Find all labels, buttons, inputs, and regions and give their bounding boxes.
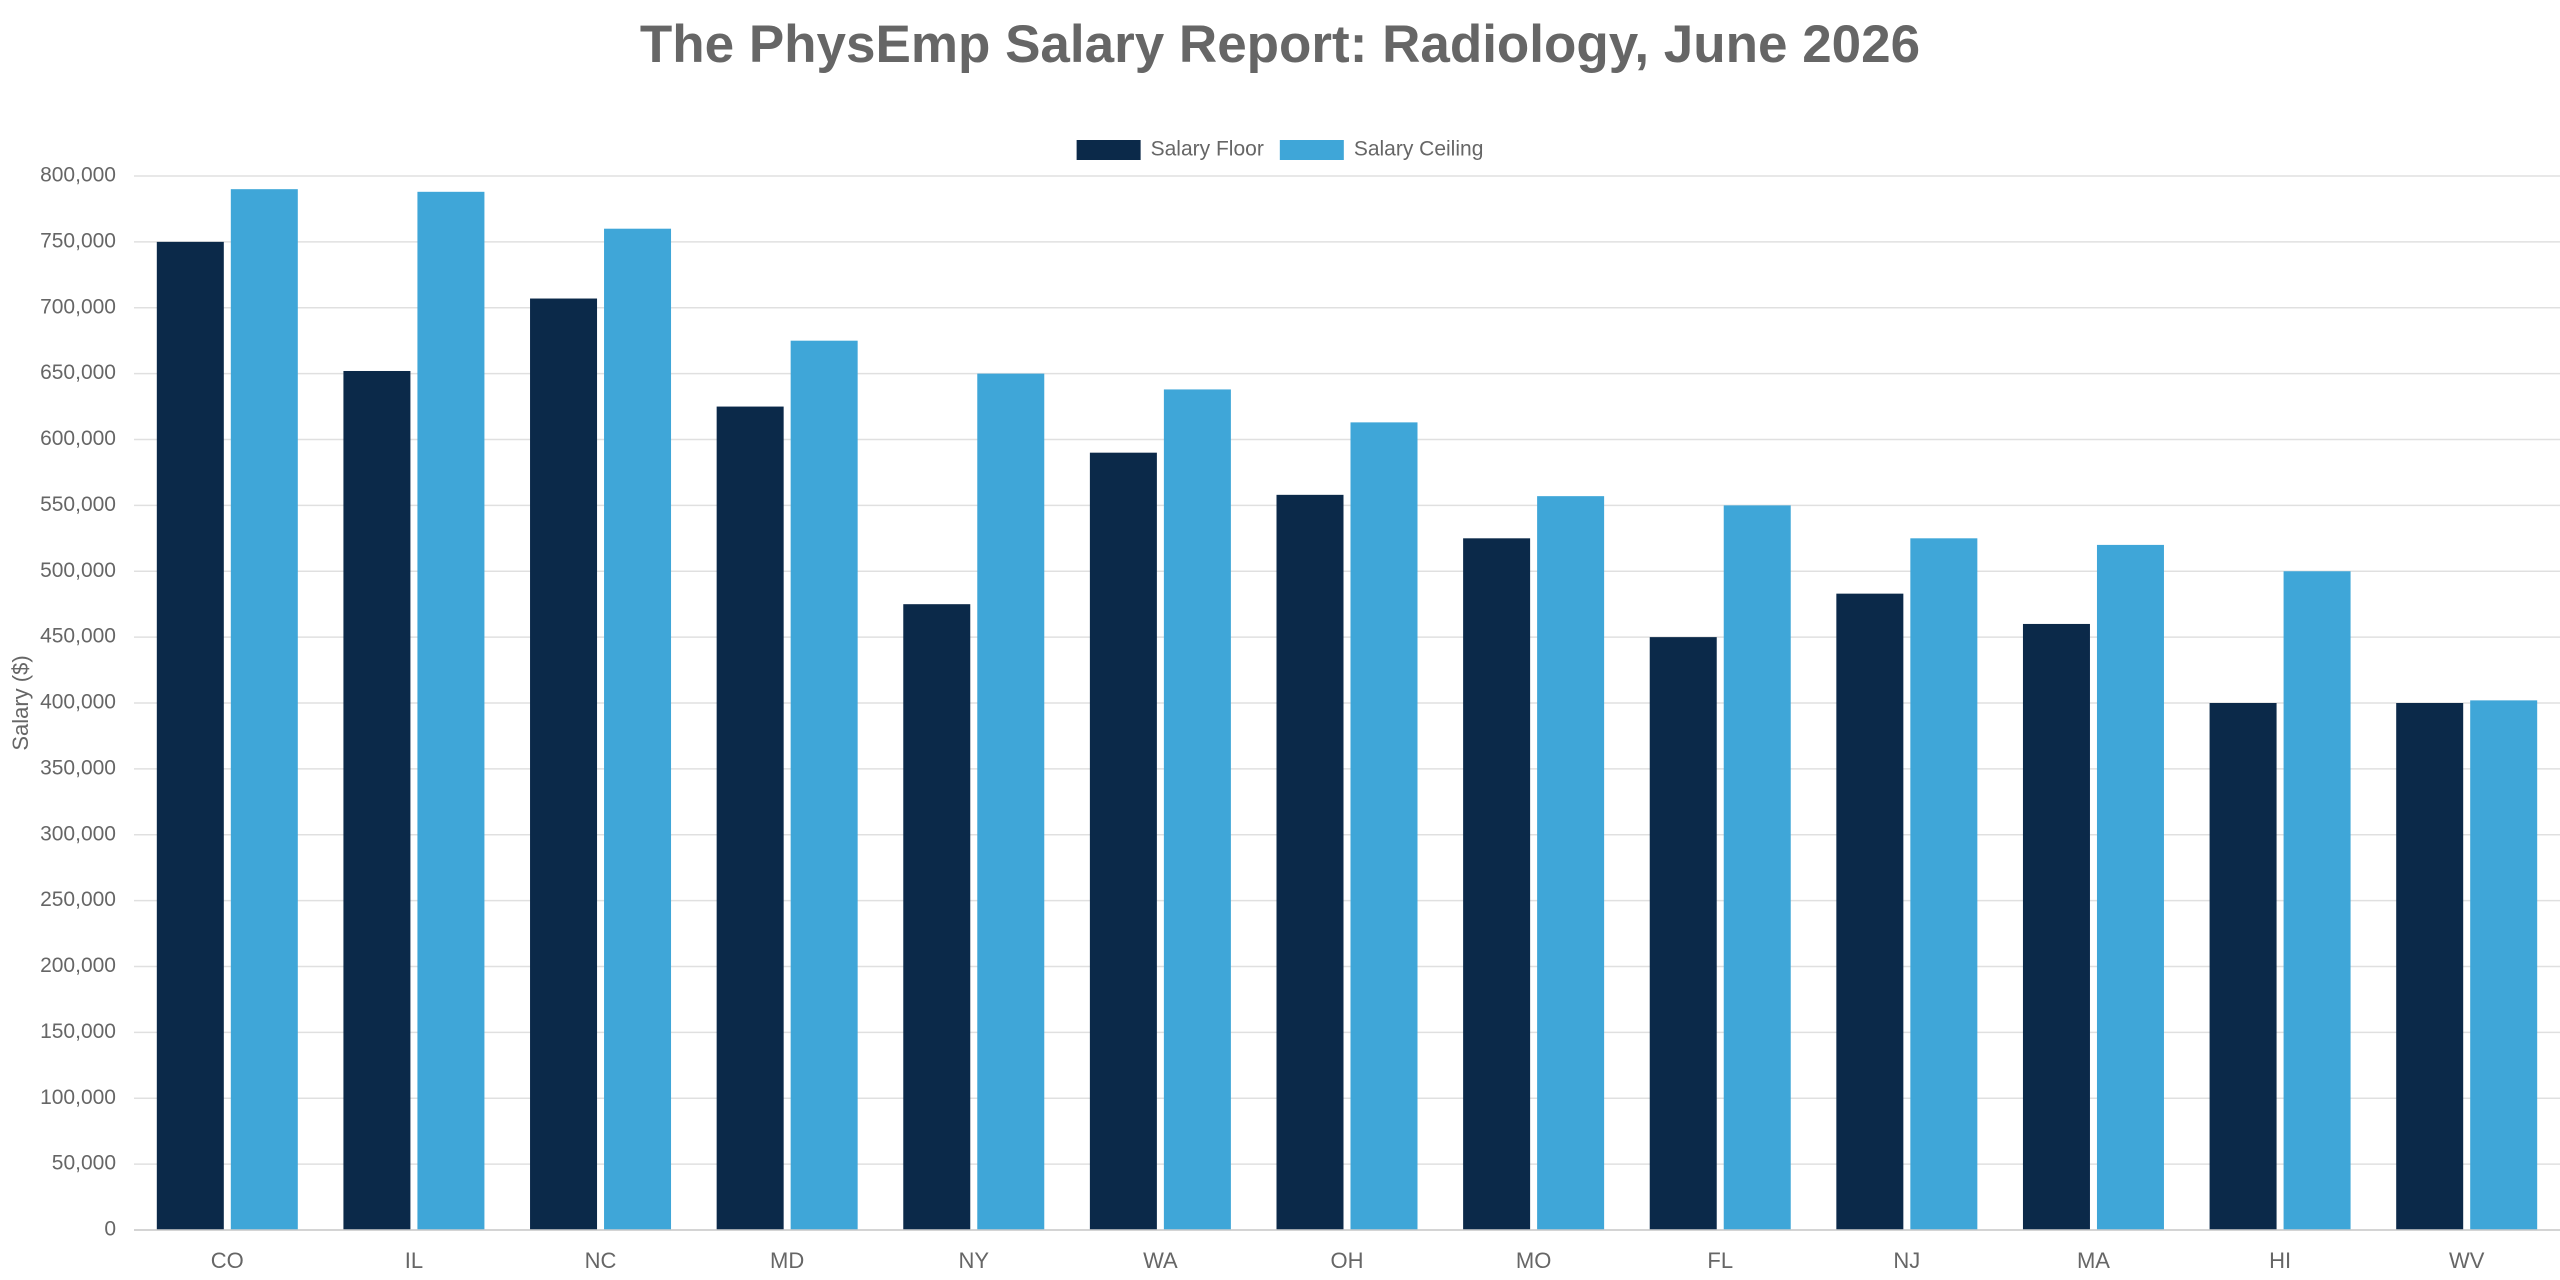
bar — [977, 373, 1045, 1230]
legend-label: Salary Ceiling — [1354, 138, 1484, 161]
x-tick-label: FL — [1707, 1248, 1733, 1273]
y-tick-label: 400,000 — [40, 691, 116, 714]
y-tick-label: 100,000 — [40, 1086, 116, 1109]
y-tick-label: 650,000 — [40, 361, 116, 384]
y-tick-label: 350,000 — [40, 756, 116, 779]
y-tick-label: 50,000 — [52, 1152, 116, 1175]
x-tick-label: MO — [1516, 1248, 1551, 1273]
chart-title: The PhysEmp Salary Report: Radiology, Ju… — [640, 15, 1920, 74]
legend-label: Salary Floor — [1151, 138, 1264, 161]
bar — [1276, 494, 1344, 1231]
x-tick-label: CO — [211, 1248, 244, 1273]
bar — [1350, 422, 1418, 1230]
x-tick-label: WA — [1143, 1248, 1178, 1273]
bar — [230, 189, 298, 1230]
bar — [156, 241, 224, 1230]
bar — [1537, 496, 1605, 1231]
y-tick-label: 0 — [104, 1218, 116, 1241]
bar — [2470, 700, 2538, 1230]
y-tick-label: 800,000 — [40, 164, 116, 187]
y-tick-label: 250,000 — [40, 888, 116, 911]
bar — [716, 406, 784, 1230]
bar — [1649, 637, 1717, 1230]
y-tick-label: 750,000 — [40, 229, 116, 252]
y-tick-label: 500,000 — [40, 559, 116, 582]
bar — [2096, 544, 2164, 1230]
x-tick-label: NC — [585, 1248, 617, 1273]
bar — [2209, 703, 2277, 1230]
x-tick-label: HI — [2269, 1248, 2291, 1273]
bar — [1910, 538, 1978, 1230]
bar — [2396, 703, 2464, 1230]
y-tick-label: 150,000 — [40, 1020, 116, 1043]
bar — [1089, 452, 1157, 1230]
bar — [604, 228, 672, 1230]
legend-swatch — [1076, 140, 1141, 160]
y-axis-label: Salary ($) — [8, 655, 33, 750]
bar — [790, 340, 858, 1230]
x-tick-label: NY — [958, 1248, 989, 1273]
y-tick-label: 300,000 — [40, 822, 116, 845]
x-tick-label: OH — [1331, 1248, 1364, 1273]
bar — [1836, 593, 1904, 1230]
y-tick-label: 600,000 — [40, 427, 116, 450]
x-tick-label: NJ — [1893, 1248, 1920, 1273]
bar — [1463, 538, 1531, 1230]
x-tick-label: MD — [770, 1248, 804, 1273]
y-tick-label: 200,000 — [40, 954, 116, 977]
x-tick-label: MA — [2077, 1248, 2110, 1273]
bar — [2022, 623, 2090, 1230]
bar — [2283, 571, 2351, 1230]
bar — [417, 191, 485, 1230]
bar — [530, 298, 598, 1231]
bar — [903, 604, 971, 1230]
x-tick-label: WV — [2449, 1248, 2485, 1273]
bar — [1723, 505, 1791, 1230]
y-tick-label: 550,000 — [40, 493, 116, 516]
y-tick-label: 700,000 — [40, 295, 116, 318]
bar — [1163, 389, 1231, 1230]
legend-swatch — [1279, 140, 1344, 160]
bar — [343, 370, 411, 1230]
x-tick-label: IL — [405, 1248, 423, 1273]
y-tick-label: 450,000 — [40, 625, 116, 648]
